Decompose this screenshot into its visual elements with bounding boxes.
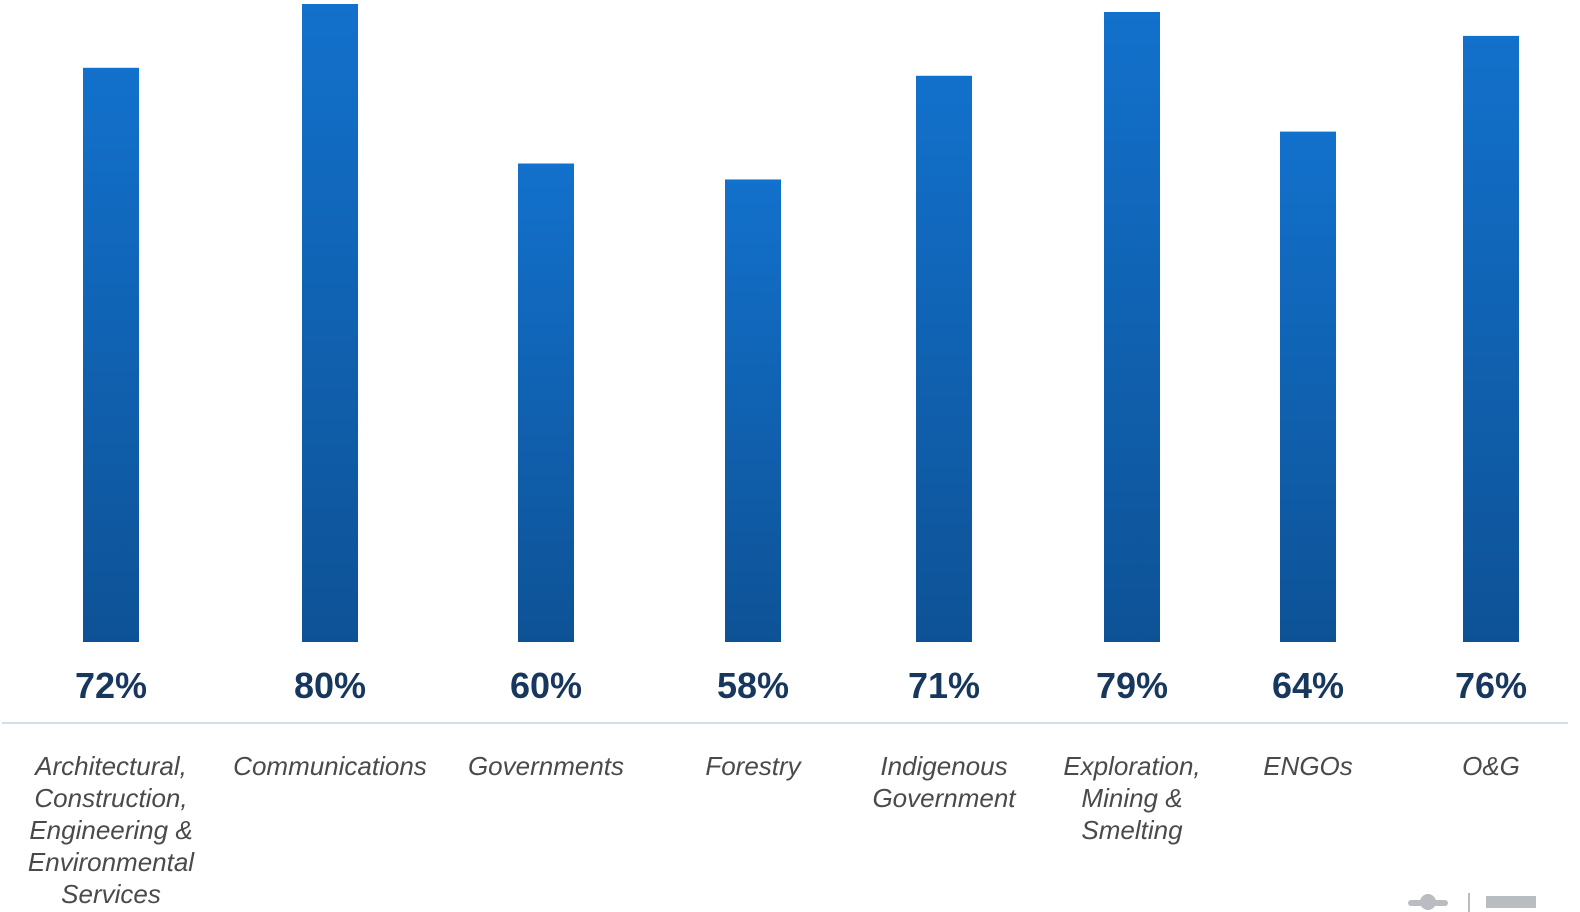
category-label-line: Construction,: [34, 783, 187, 813]
category-label-line: Mining &: [1081, 783, 1182, 813]
logo-icon: [1408, 893, 1536, 912]
bar-5: [916, 75, 972, 642]
value-label-1: 72%: [75, 665, 147, 706]
category-label-line: Government: [872, 783, 1017, 813]
category-label-7: ENGOs: [1263, 751, 1353, 781]
category-label-line: ENGOs: [1263, 751, 1353, 781]
category-label-line: Exploration,: [1063, 751, 1200, 781]
category-label-line: O&G: [1462, 751, 1520, 781]
bar-2: [302, 4, 358, 642]
bar-8: [1463, 35, 1519, 642]
category-label-line: Services: [61, 879, 161, 909]
category-label-line: Smelting: [1081, 815, 1183, 845]
bar-4: [725, 179, 781, 642]
category-label-line: Forestry: [705, 751, 802, 781]
value-label-7: 64%: [1272, 665, 1344, 706]
bars-group: [83, 4, 1519, 643]
category-labels-group: Architectural, Construction, Engineering &…: [28, 751, 1520, 909]
bar-3: [518, 163, 574, 642]
category-label-line: Engineering &: [29, 815, 192, 845]
category-label-5: Indigenous Government: [872, 751, 1017, 813]
value-label-5: 71%: [908, 665, 980, 706]
category-label-line: Indigenous: [880, 751, 1007, 781]
category-label-2: Communications: [233, 751, 427, 781]
category-label-line: Environmental: [28, 847, 195, 877]
value-labels-group: 72% 80% 60% 58% 71% 79% 64% 76%: [75, 665, 1527, 706]
category-label-1: Architectural, Construction, Engineering &…: [28, 751, 195, 909]
value-label-4: 58%: [717, 665, 789, 706]
value-label-3: 60%: [510, 665, 582, 706]
category-label-line: Communications: [233, 751, 427, 781]
value-label-6: 79%: [1096, 665, 1168, 706]
category-label-line: Governments: [468, 751, 624, 781]
category-label-6: Exploration, Mining & Smelting: [1063, 751, 1200, 845]
category-label-8: O&G: [1462, 751, 1520, 781]
value-label-8: 76%: [1455, 665, 1527, 706]
value-label-2: 80%: [294, 665, 366, 706]
bar-7: [1280, 131, 1336, 642]
category-label-3: Governments: [468, 751, 624, 781]
category-label-4: Forestry: [705, 751, 802, 781]
bar-1: [83, 67, 139, 643]
category-label-line: Architectural,: [33, 751, 187, 781]
bar-6: [1104, 11, 1160, 643]
